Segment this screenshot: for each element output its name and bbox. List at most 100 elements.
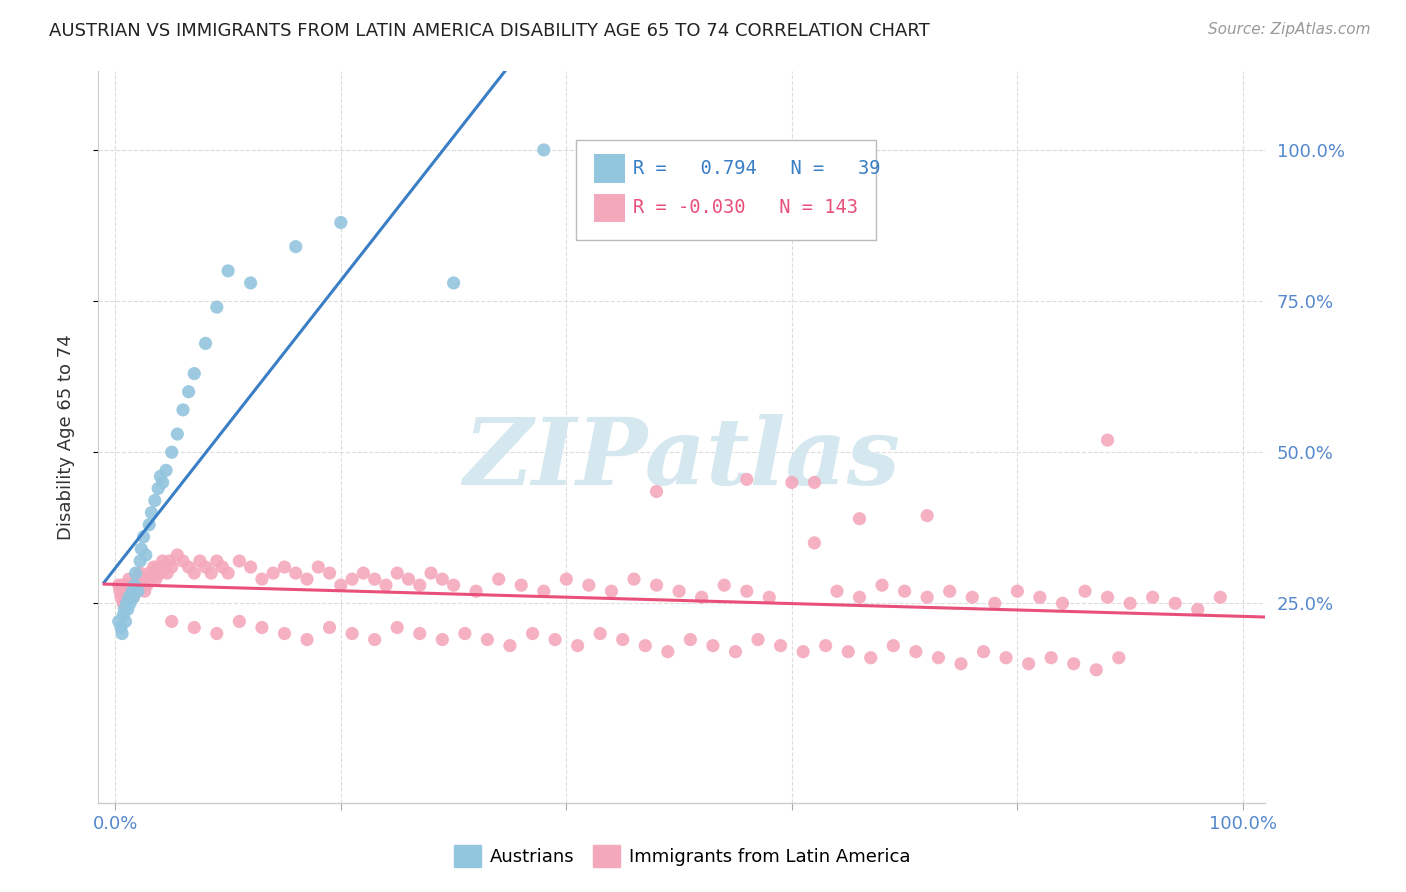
Point <box>690 591 713 605</box>
Point <box>135 548 157 562</box>
Point <box>205 554 228 568</box>
Point <box>217 566 239 580</box>
Point <box>318 620 340 634</box>
Point <box>1097 433 1119 447</box>
Point <box>135 578 157 592</box>
Point <box>432 572 454 586</box>
Point <box>138 517 160 532</box>
Point <box>374 578 396 592</box>
Point <box>443 578 465 592</box>
Point <box>533 143 555 157</box>
Point <box>129 541 152 556</box>
Point <box>122 591 145 605</box>
Point <box>194 336 217 351</box>
Point <box>121 584 143 599</box>
Point <box>115 596 138 610</box>
Point <box>183 367 205 381</box>
Point <box>273 560 295 574</box>
Point <box>111 626 134 640</box>
Point <box>623 572 645 586</box>
Point <box>205 626 228 640</box>
Point <box>110 620 132 634</box>
Point <box>183 566 205 580</box>
Point <box>477 632 499 647</box>
Point <box>859 650 882 665</box>
Point <box>713 578 735 592</box>
Point <box>1029 591 1052 605</box>
Point <box>329 215 352 229</box>
Point <box>1007 584 1029 599</box>
Point <box>194 560 217 574</box>
Point <box>124 578 146 592</box>
Point <box>273 626 295 640</box>
Point <box>758 591 780 605</box>
Point <box>122 591 145 605</box>
Point <box>488 572 510 586</box>
Point <box>166 427 188 442</box>
Point <box>870 578 893 592</box>
Y-axis label: Disability Age 65 to 74: Disability Age 65 to 74 <box>56 334 75 540</box>
Point <box>1119 596 1142 610</box>
Point <box>124 566 146 580</box>
Point <box>454 626 477 640</box>
Point <box>217 264 239 278</box>
Point <box>567 639 589 653</box>
Point <box>132 578 155 592</box>
Point <box>363 632 385 647</box>
Point <box>612 632 634 647</box>
Point <box>177 384 200 399</box>
Point <box>112 596 135 610</box>
Point <box>398 572 420 586</box>
Legend: Austrians, Immigrants from Latin America: Austrians, Immigrants from Latin America <box>447 838 917 874</box>
Point <box>420 566 443 580</box>
Point <box>295 632 318 647</box>
Point <box>904 645 927 659</box>
Point <box>125 572 148 586</box>
Point <box>118 572 141 586</box>
Point <box>153 560 176 574</box>
Point <box>134 584 156 599</box>
Point <box>124 584 146 599</box>
Point <box>1074 584 1097 599</box>
Point <box>114 615 136 629</box>
Point <box>160 615 183 629</box>
Text: R = -0.030   N = 143: R = -0.030 N = 143 <box>633 198 858 218</box>
Point <box>149 566 172 580</box>
Point <box>1108 650 1130 665</box>
Point <box>318 566 340 580</box>
Point <box>938 584 960 599</box>
Point <box>284 240 307 254</box>
Text: R =   0.794   N =   39: R = 0.794 N = 39 <box>633 159 880 178</box>
Point <box>1063 657 1085 671</box>
Point <box>117 584 139 599</box>
Point <box>747 632 769 647</box>
Point <box>848 591 870 605</box>
Point <box>159 554 181 568</box>
Point <box>409 626 432 640</box>
Point <box>657 645 679 659</box>
Point <box>118 596 141 610</box>
Point <box>735 584 758 599</box>
Point <box>702 639 724 653</box>
Point <box>600 584 623 599</box>
Point <box>803 475 825 490</box>
Point <box>183 620 205 634</box>
Point <box>949 657 972 671</box>
Point <box>131 572 153 586</box>
Point <box>160 445 183 459</box>
Point <box>578 578 600 592</box>
Point <box>118 591 141 605</box>
Point <box>114 591 136 605</box>
Point <box>112 608 135 623</box>
Point <box>499 639 522 653</box>
Point <box>250 572 273 586</box>
Point <box>1040 650 1063 665</box>
Point <box>200 566 222 580</box>
Point <box>1142 591 1164 605</box>
Point <box>780 475 803 490</box>
Point <box>352 566 374 580</box>
Point <box>848 511 870 525</box>
Point <box>510 578 533 592</box>
Point <box>432 632 454 647</box>
Point <box>239 276 262 290</box>
